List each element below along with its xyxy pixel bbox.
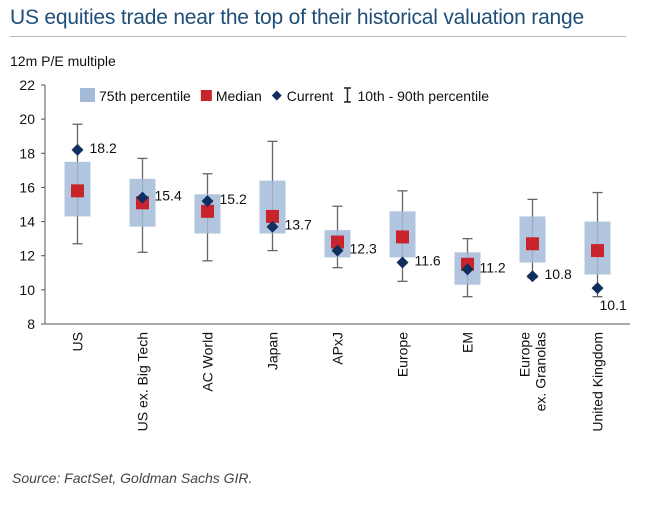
category-label: United Kingdom bbox=[590, 332, 606, 432]
category-group: 13.7 bbox=[259, 140, 312, 252]
category-group: 18.2 bbox=[64, 123, 117, 245]
category-label: US bbox=[70, 332, 86, 351]
category-group: 10.8 bbox=[519, 198, 572, 283]
category-label: APxJ bbox=[330, 332, 346, 365]
median-marker bbox=[331, 235, 344, 249]
category-label-line: United Kingdom bbox=[590, 332, 606, 432]
category-label: US ex. Big Tech bbox=[135, 332, 151, 431]
category-group: 11.2 bbox=[454, 237, 506, 298]
current-marker bbox=[201, 195, 214, 208]
category-label-line: Europe bbox=[517, 332, 533, 377]
current-marker bbox=[266, 220, 279, 233]
legend: 75th percentile Median Current 10th - 90th … bbox=[80, 87, 489, 104]
legend-label: Current bbox=[287, 88, 334, 104]
current-value-label: 11.6 bbox=[415, 253, 441, 269]
y-tick-label: 14 bbox=[19, 214, 35, 230]
category-label-line: APxJ bbox=[330, 332, 346, 365]
legend-item-whisker: 10th - 90th percentile bbox=[343, 87, 489, 104]
median-marker bbox=[591, 244, 604, 258]
median-marker bbox=[201, 204, 214, 218]
current-value-label: 15.4 bbox=[155, 188, 182, 204]
legend-item-median: Median bbox=[200, 88, 262, 104]
current-marker bbox=[396, 256, 409, 269]
y-tick-label: 8 bbox=[27, 316, 35, 332]
category-label-line: Europe bbox=[395, 332, 411, 377]
category-label-line: Japan bbox=[265, 332, 281, 370]
current-marker bbox=[591, 282, 604, 295]
category-group: 11.6 bbox=[389, 190, 441, 282]
legend-swatch-median bbox=[200, 90, 212, 101]
legend-label: 75th percentile bbox=[99, 88, 191, 104]
category-label: Japan bbox=[265, 332, 281, 370]
current-value-label: 11.2 bbox=[480, 259, 506, 275]
median-marker bbox=[526, 237, 539, 251]
category-label-line: AC World bbox=[200, 332, 216, 392]
median-marker bbox=[396, 230, 409, 244]
current-marker bbox=[526, 270, 539, 283]
current-marker bbox=[71, 143, 84, 156]
current-value-label: 13.7 bbox=[285, 217, 312, 233]
current-value-label: 10.1 bbox=[600, 297, 627, 313]
y-axis: 8 10 12 14 16 18 20 22 bbox=[19, 77, 46, 332]
category-label: Europeex. Granolas bbox=[517, 332, 549, 412]
y-tick-label: 20 bbox=[19, 111, 35, 127]
y-axis-unit-label: 12m P/E multiple bbox=[10, 53, 116, 69]
current-value-label: 10.8 bbox=[545, 266, 572, 282]
title-divider bbox=[10, 36, 626, 37]
legend-swatch-box bbox=[80, 88, 95, 102]
category-label-line: US ex. Big Tech bbox=[135, 332, 151, 431]
legend-item-current: Current bbox=[271, 88, 334, 104]
category-group: 12.3 bbox=[324, 205, 377, 269]
category-group: 15.2 bbox=[194, 173, 247, 262]
current-value-label: 12.3 bbox=[350, 241, 377, 257]
source-note: Source: FactSet, Goldman Sachs GIR. bbox=[12, 470, 253, 486]
x-axis: US US ex. Big Tech AC World Japan APxJ Europe… bbox=[45, 323, 630, 432]
category-label: EM bbox=[460, 332, 476, 353]
current-marker bbox=[461, 263, 474, 276]
legend-label: Median bbox=[216, 88, 262, 104]
current-marker bbox=[331, 244, 344, 257]
chart-title: US equities trade near the top of their … bbox=[10, 6, 584, 29]
legend-label: 10th - 90th percentile bbox=[357, 88, 489, 104]
y-tick-label: 18 bbox=[19, 145, 35, 161]
legend-swatch-current bbox=[271, 90, 282, 101]
category-group: 15.4 bbox=[129, 157, 182, 253]
category-label: Europe bbox=[395, 332, 411, 377]
current-value-label: 18.2 bbox=[90, 140, 117, 156]
category-label: AC World bbox=[200, 332, 216, 392]
median-marker bbox=[266, 209, 279, 223]
y-tick-label: 22 bbox=[19, 77, 35, 93]
category-label-line: ex. Granolas bbox=[533, 332, 549, 411]
current-value-label: 15.2 bbox=[220, 191, 247, 207]
plot-area: 18.2 15.4 15.2 13.7 12.3 11.6 11.2 10.8 10.1 bbox=[64, 123, 627, 313]
category-label-line: EM bbox=[460, 332, 476, 353]
category-label-line: US bbox=[70, 332, 86, 351]
category-group: 10.1 bbox=[584, 191, 627, 313]
current-marker bbox=[136, 191, 149, 204]
median-marker bbox=[71, 184, 84, 198]
y-tick-label: 16 bbox=[19, 179, 35, 195]
y-tick-label: 12 bbox=[19, 248, 35, 264]
y-tick-label: 10 bbox=[19, 282, 35, 298]
legend-item-box: 75th percentile bbox=[80, 88, 191, 104]
